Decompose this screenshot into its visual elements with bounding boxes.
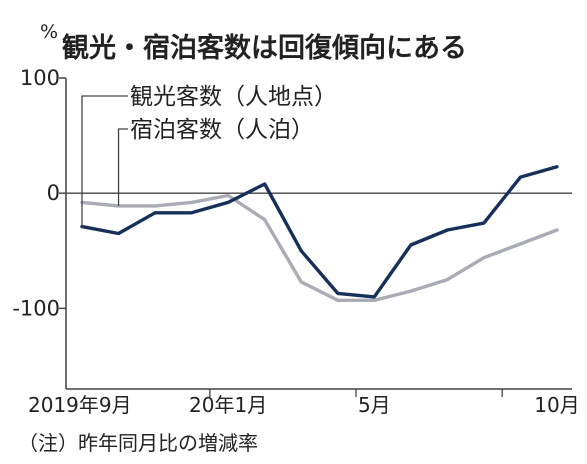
series-layer xyxy=(80,164,559,302)
axes-layer xyxy=(59,77,572,397)
chart-note: （注）昨年同月比の増減率 xyxy=(18,431,258,455)
legend-leader-2 xyxy=(117,128,128,206)
legend-label-2: 宿泊客数（人泊） xyxy=(130,117,314,143)
y-axis-unit: % xyxy=(40,21,58,43)
x-tick-label: 10月 xyxy=(534,393,579,417)
legend-label-1: 観光客数（人地点） xyxy=(130,84,337,110)
y-tick-label: 100 xyxy=(20,66,60,90)
x-tick-label: 2019年9月 xyxy=(28,393,132,417)
series-line-1 xyxy=(80,164,559,299)
tick-labels: 100 0 -100 2019年9月 20年1月 5月 10月 xyxy=(12,66,579,417)
y-tick-label: -100 xyxy=(12,296,60,320)
legend: 観光客数（人地点） 宿泊客数（人泊） xyxy=(81,84,337,227)
chart-title: 観光・宿泊客数は回復傾向にある xyxy=(62,32,467,64)
series-line-2 xyxy=(80,193,559,302)
y-tick-label: 0 xyxy=(47,181,60,205)
legend-leader-1 xyxy=(81,95,128,227)
x-tick-label: 20年1月 xyxy=(189,393,267,417)
x-tick-label: 5月 xyxy=(358,393,391,417)
